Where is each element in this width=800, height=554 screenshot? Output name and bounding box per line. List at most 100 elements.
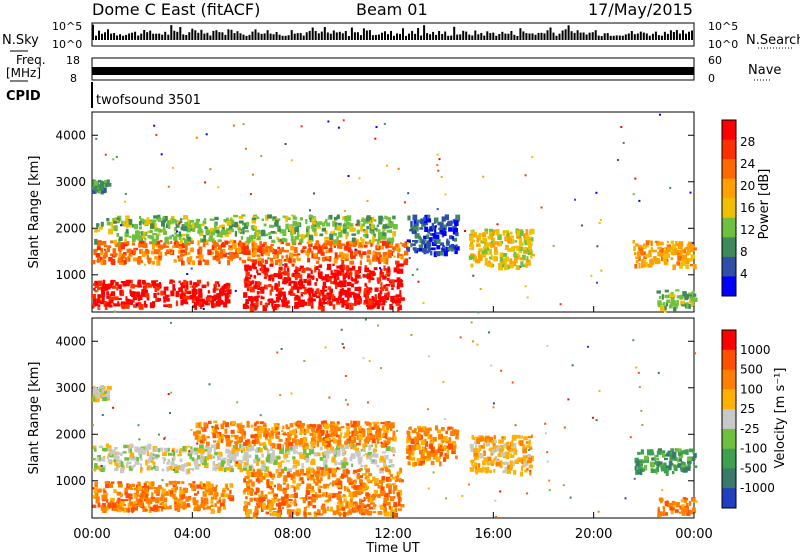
power-cell [641, 258, 644, 262]
power-cell [497, 234, 502, 240]
velocity-cell [228, 465, 234, 469]
velocity-cell [665, 465, 671, 468]
power-cell [294, 236, 299, 240]
power-cell [523, 264, 526, 268]
power-cell [178, 280, 181, 283]
velocity-cell [335, 510, 340, 515]
velocity-cell [199, 444, 204, 450]
velocity-cell [309, 467, 315, 474]
velocity-cell [332, 449, 336, 454]
velocity-cell [686, 466, 691, 471]
power-cell [338, 231, 343, 238]
power-cell [222, 242, 224, 244]
velocity-cell [211, 454, 214, 458]
velocity-cell [644, 458, 647, 463]
power-cell [120, 301, 125, 305]
power-cell [330, 240, 336, 246]
velocity-cell [142, 493, 146, 499]
power-cell [154, 285, 160, 291]
velocity-cell [326, 506, 330, 509]
power-cell [341, 269, 345, 273]
power-cell [395, 260, 400, 265]
power-cell [426, 240, 429, 243]
power-cell [490, 235, 493, 241]
velocity-cell [688, 448, 694, 453]
power-cell [116, 286, 119, 291]
velocity-cell [323, 436, 328, 440]
power-cell [300, 125, 303, 128]
power-cell [442, 217, 446, 222]
power-cell [664, 305, 667, 311]
nsky-bar [290, 30, 293, 40]
velocity-cell [307, 466, 312, 469]
power-cell [242, 232, 245, 235]
power-cell [225, 283, 228, 286]
power-cell [231, 223, 236, 228]
velocity-cell [643, 464, 648, 471]
velocity-cell [213, 440, 217, 443]
velocity-cell [388, 478, 392, 482]
velocity-cell [316, 440, 320, 447]
velocity-cell [150, 460, 153, 463]
power-cell [209, 168, 212, 171]
power-cell [317, 306, 322, 310]
power-cell [157, 292, 160, 295]
power-cell [115, 281, 119, 286]
power-cell [344, 215, 349, 222]
velocity-cell [397, 471, 401, 476]
power-cell [433, 251, 437, 258]
power-cell [655, 257, 660, 263]
velocity-cell [221, 457, 227, 461]
power-cell [339, 264, 344, 271]
nsky-bar [510, 31, 513, 40]
power-cell [468, 255, 472, 260]
power-cell [95, 229, 101, 232]
velocity-cell [368, 473, 373, 477]
power-cell [110, 298, 114, 304]
power-cell [202, 308, 205, 310]
power-cell [183, 295, 188, 300]
velocity-cell [266, 484, 270, 489]
velocity-cell [526, 444, 530, 448]
velocity-cell [120, 461, 124, 468]
power-cell [366, 200, 369, 202]
power-cell [137, 281, 141, 288]
power-cell [488, 248, 492, 255]
power-cell [395, 247, 400, 251]
velocity-cell [127, 484, 132, 490]
power-cell [525, 247, 529, 253]
velocity-cell [290, 484, 295, 489]
velocity-cell [218, 451, 223, 457]
power-cell [245, 276, 249, 281]
nsky-bar [347, 36, 350, 40]
velocity-cell [285, 499, 289, 505]
velocity-cell [353, 482, 356, 485]
velocity-cell [190, 483, 193, 488]
power-cell [256, 235, 261, 241]
velocity-cell [345, 468, 349, 475]
power-cell [333, 216, 338, 221]
power-cell [110, 240, 114, 244]
power-cell [305, 252, 310, 256]
power-cell [314, 267, 317, 273]
power-cell [212, 288, 216, 293]
velocity-cell [383, 443, 388, 448]
power-cell [662, 256, 668, 262]
power-cell [373, 302, 378, 306]
velocity-cell [262, 466, 266, 471]
power-cell [248, 296, 252, 299]
velocity-cell [243, 478, 246, 483]
nsky-bar [402, 28, 404, 40]
velocity-cell [372, 506, 376, 510]
velocity-cell [214, 424, 219, 430]
power-cell [327, 263, 332, 269]
velocity-cell [234, 451, 239, 457]
velocity-cell [116, 452, 121, 456]
power-cell [99, 187, 104, 191]
power-cell [367, 241, 372, 245]
power-cell [391, 238, 394, 244]
velocity-cell [143, 508, 148, 512]
velocity-cell [269, 485, 273, 490]
velocity-cell [347, 510, 352, 515]
velocity-cell [371, 438, 376, 444]
